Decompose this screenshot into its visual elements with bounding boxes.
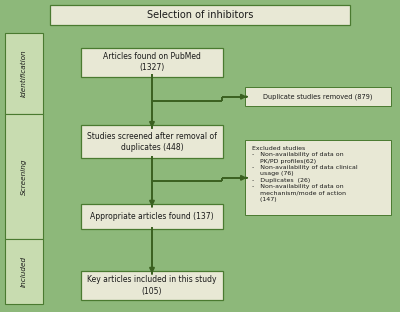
Text: Included: Included	[21, 256, 27, 287]
FancyBboxPatch shape	[245, 140, 391, 215]
FancyBboxPatch shape	[5, 239, 43, 304]
Text: Articles found on PubMed
(1327): Articles found on PubMed (1327)	[103, 52, 201, 72]
Text: Selection of inhibitors: Selection of inhibitors	[147, 10, 253, 20]
FancyBboxPatch shape	[81, 125, 223, 158]
FancyBboxPatch shape	[50, 5, 350, 25]
Text: Duplicate studies removed (879): Duplicate studies removed (879)	[263, 94, 373, 100]
FancyBboxPatch shape	[5, 114, 43, 239]
Text: Studies screened after removal of
duplicates (448): Studies screened after removal of duplic…	[87, 132, 217, 152]
FancyBboxPatch shape	[81, 204, 223, 230]
FancyBboxPatch shape	[81, 48, 223, 76]
Text: Identification: Identification	[21, 50, 27, 97]
FancyBboxPatch shape	[81, 271, 223, 300]
FancyBboxPatch shape	[5, 33, 43, 114]
Text: Excluded studies
-   Non-availability of data on
    PK/PD profiles(62)
-   Non-: Excluded studies - Non-availability of d…	[252, 146, 358, 202]
FancyBboxPatch shape	[245, 87, 391, 106]
Text: Screening: Screening	[21, 158, 27, 194]
Text: Appropriate articles found (137): Appropriate articles found (137)	[90, 212, 214, 221]
Text: Key articles included in this study
(105): Key articles included in this study (105…	[87, 275, 217, 295]
